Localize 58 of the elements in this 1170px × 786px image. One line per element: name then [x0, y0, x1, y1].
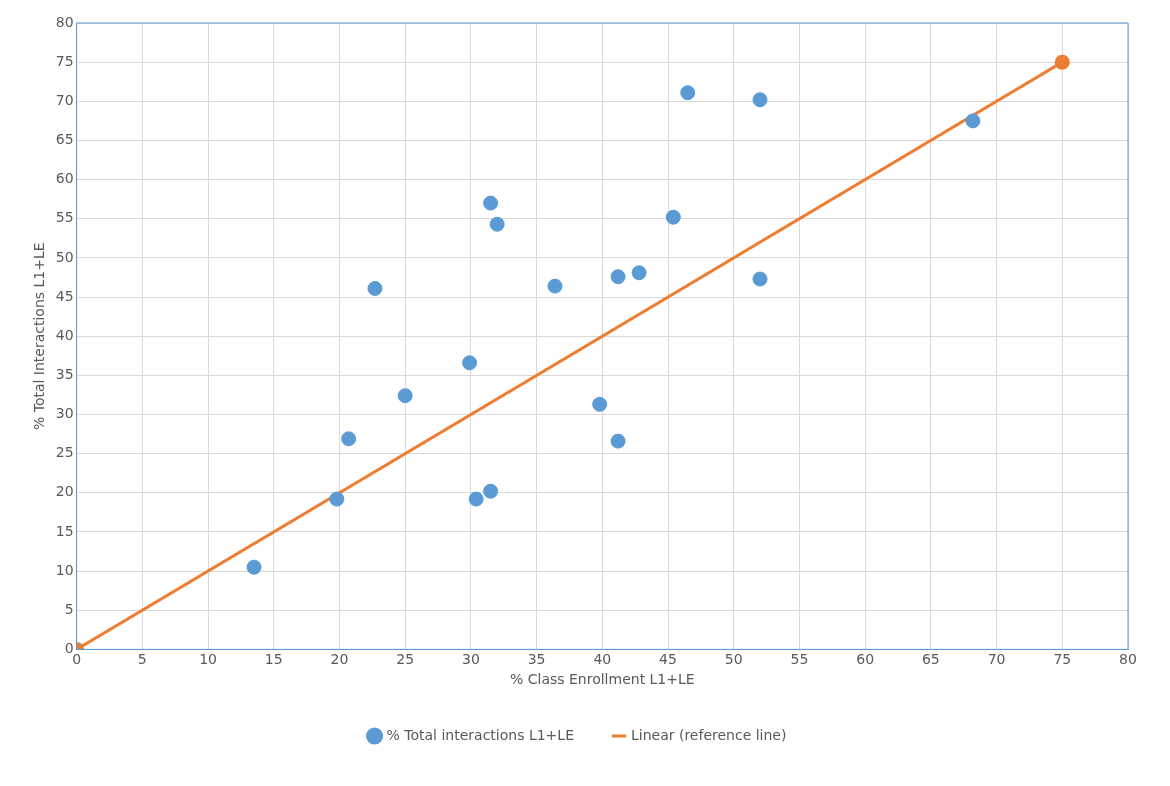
y-tick-label: 80 — [55, 13, 74, 30]
point — [246, 559, 262, 575]
x-tick-label: 65 — [921, 651, 940, 668]
y-tick-label: 55 — [55, 209, 74, 226]
point — [489, 216, 505, 232]
point — [752, 92, 768, 108]
x-tick-label: 30 — [461, 651, 480, 668]
y-tick-label: 30 — [55, 405, 74, 422]
y-tick-label: 50 — [55, 248, 74, 265]
x-tick-label: 25 — [396, 651, 415, 668]
point — [397, 388, 413, 404]
point — [468, 491, 484, 507]
x-tick-label: 15 — [264, 651, 283, 668]
y-tick-label: 35 — [55, 365, 74, 382]
y-tick-label: 5 — [64, 600, 74, 617]
point — [1054, 54, 1070, 70]
x-tick-label: 75 — [1053, 651, 1072, 668]
point — [631, 265, 647, 281]
point — [462, 355, 478, 371]
point — [610, 433, 626, 449]
point — [752, 271, 768, 287]
x-tick-label: 20 — [330, 651, 349, 668]
y-tick-label: 25 — [55, 444, 74, 461]
point — [592, 396, 608, 412]
point — [665, 209, 681, 225]
y-tick-label: 10 — [55, 561, 74, 578]
legend-label: % Total interactions L1+LE — [386, 726, 575, 743]
x-tick-label: 5 — [137, 651, 147, 668]
x-tick-label: 45 — [659, 651, 677, 668]
y-tick-label: 65 — [55, 131, 74, 148]
x-tick-label: 10 — [199, 651, 217, 668]
y-tick-label: 20 — [55, 483, 74, 500]
y-tick-label: 0 — [64, 640, 74, 657]
legend-label: Linear (reference line) — [631, 726, 787, 743]
y-tick-label: 60 — [55, 170, 74, 187]
x-axis-title: % Class Enrollment L1+LE — [509, 671, 695, 688]
point — [680, 85, 696, 101]
x-tick-label: 50 — [724, 651, 743, 668]
x-tick-label: 60 — [856, 651, 875, 668]
y-tick-label: 40 — [55, 326, 74, 343]
point — [483, 483, 499, 499]
point — [483, 195, 499, 211]
point — [367, 280, 383, 296]
y-tick-label: 75 — [55, 52, 74, 69]
x-tick-label: 35 — [527, 651, 546, 668]
point — [341, 431, 357, 447]
y-tick-label: 15 — [55, 522, 74, 539]
x-tick-label: 55 — [790, 651, 809, 668]
point — [610, 269, 626, 285]
point — [547, 278, 563, 294]
x-tick-label: 70 — [987, 651, 1006, 668]
y-tick-label: 45 — [55, 287, 74, 304]
x-tick-label: 80 — [1119, 651, 1137, 668]
y-tick-label: 70 — [55, 91, 74, 108]
point — [965, 113, 981, 129]
point — [329, 491, 345, 507]
y-axis-title: % Total Interactions L1+LE — [31, 242, 48, 431]
x-tick-label: 40 — [593, 651, 612, 668]
